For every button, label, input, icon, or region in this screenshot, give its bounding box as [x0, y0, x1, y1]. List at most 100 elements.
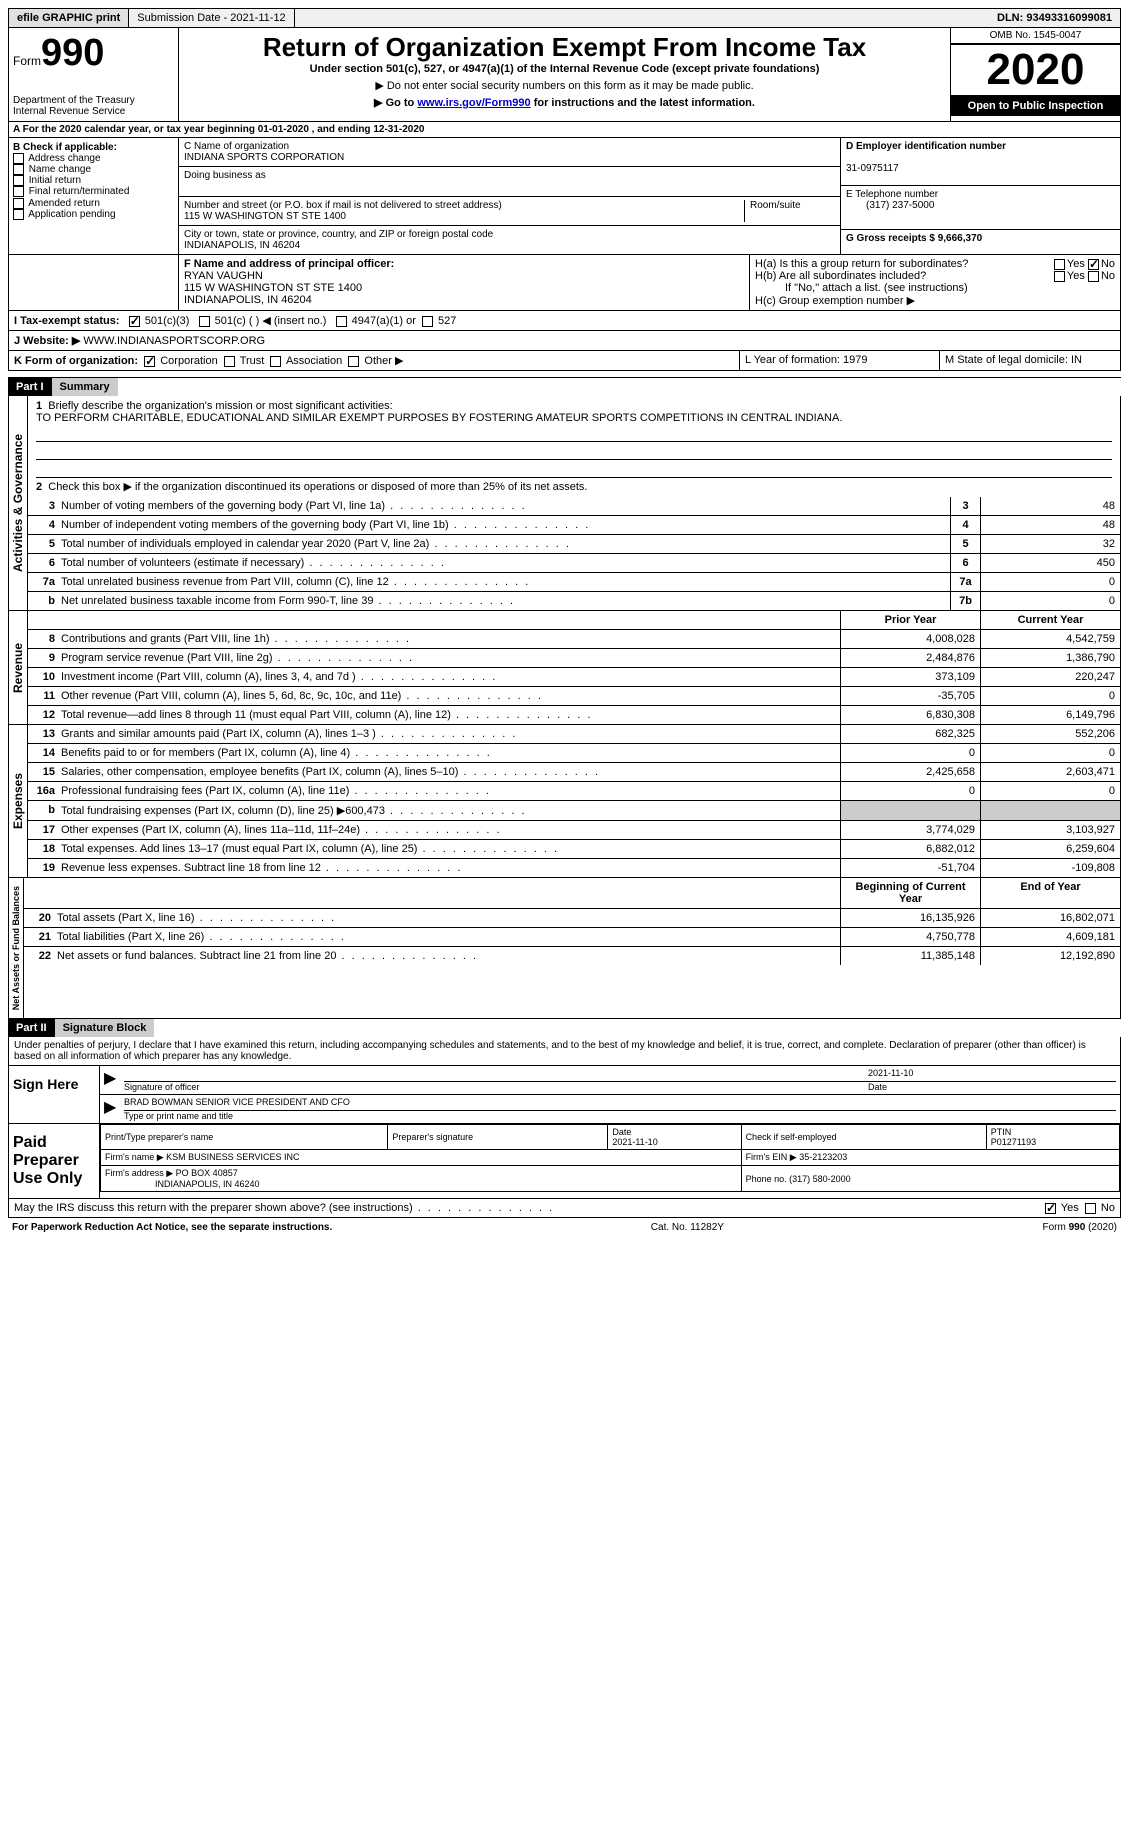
part1-header-row: Part ISummary [8, 378, 1121, 396]
dept-label: Department of the Treasury [13, 95, 174, 106]
tax-year: 2020 [951, 44, 1120, 96]
summary-line: 21 Total liabilities (Part X, line 26) 4… [24, 928, 1120, 947]
form-header: Form990 Department of the Treasury Inter… [8, 28, 1121, 122]
summary-line: 16a Professional fundraising fees (Part … [28, 782, 1120, 801]
org-form-row: K Form of organization: Corporation Trus… [8, 351, 1121, 371]
rev-vert-label: Revenue [9, 611, 28, 724]
summary-line: 11 Other revenue (Part VIII, column (A),… [28, 687, 1120, 706]
sign-here-label: Sign Here [9, 1066, 99, 1123]
gov-vert-label: Activities & Governance [9, 396, 28, 610]
phone-label: E Telephone number [846, 189, 938, 200]
part1-title: Summary [52, 378, 118, 396]
form-subtitle: Under section 501(c), 527, or 4947(a)(1)… [183, 63, 946, 75]
prior-year-header: Prior Year [840, 611, 980, 629]
ein-label: D Employer identification number [846, 141, 1006, 152]
mission-text: TO PERFORM CHARITABLE, EDUCATIONAL AND S… [36, 412, 1112, 424]
hc-label: H(c) Group exemption number ▶ [755, 294, 1115, 307]
netassets-section: Net Assets or Fund Balances Beginning of… [8, 878, 1121, 1019]
page-footer: For Paperwork Reduction Act Notice, see … [8, 1218, 1121, 1237]
firm-addr2: INDIANAPOLIS, IN 46240 [155, 1179, 260, 1189]
summary-line: 7a Total unrelated business revenue from… [28, 573, 1120, 592]
city-state-zip: INDIANAPOLIS, IN 46204 [184, 240, 300, 251]
officer-addr2: INDIANAPOLIS, IN 46204 [184, 294, 312, 306]
website-row: J Website: ▶ WWW.INDIANASPORTSCORP.ORG [8, 331, 1121, 351]
summary-line: b Net unrelated business taxable income … [28, 592, 1120, 610]
sig-date-value: 2021-11-10 [868, 1068, 1116, 1082]
addr-label: Number and street (or P.O. box if mail i… [184, 200, 502, 211]
summary-line: 13 Grants and similar amounts paid (Part… [28, 725, 1120, 744]
period-line: A For the 2020 calendar year, or tax yea… [8, 122, 1121, 138]
org-name-label: C Name of organization [184, 141, 289, 152]
summary-line: 18 Total expenses. Add lines 13–17 (must… [28, 840, 1120, 859]
efile-print-button[interactable]: efile GRAPHIC print [9, 9, 129, 27]
firm-ein: 35-2123203 [799, 1152, 847, 1162]
box-i-label: I Tax-exempt status: [14, 315, 120, 327]
dln-label: DLN: 93493316099081 [989, 9, 1120, 27]
sig-date-label: Date [868, 1082, 887, 1092]
firm-addr1: PO BOX 40857 [176, 1168, 238, 1178]
form-title: Return of Organization Exempt From Incom… [183, 32, 946, 63]
part2-header-row: Part IISignature Block [8, 1019, 1121, 1037]
irs-link[interactable]: www.irs.gov/Form990 [417, 97, 530, 109]
summary-line: 9 Program service revenue (Part VIII, li… [28, 649, 1120, 668]
prep-name-label: Print/Type preparer's name [101, 1125, 388, 1150]
summary-line: 17 Other expenses (Part IX, column (A), … [28, 821, 1120, 840]
q1-label: Briefly describe the organization's miss… [48, 400, 392, 412]
state-domicile: M State of legal domicile: IN [940, 351, 1120, 370]
net-vert-label: Net Assets or Fund Balances [9, 878, 24, 1018]
revenue-section: Revenue Prior Year Current Year 8 Contri… [8, 611, 1121, 725]
type-name-label: Type or print name and title [124, 1111, 233, 1121]
org-name: INDIANA SPORTS CORPORATION [184, 152, 344, 163]
tax-exempt-row: I Tax-exempt status: 501(c)(3) 501(c) ( … [8, 311, 1121, 331]
paid-preparer-section: Paid Preparer Use Only Print/Type prepar… [8, 1124, 1121, 1199]
summary-line: 5 Total number of individuals employed i… [28, 535, 1120, 554]
summary-line: 19 Revenue less expenses. Subtract line … [28, 859, 1120, 877]
q2-label: Check this box ▶ if the organization dis… [48, 481, 587, 493]
discuss-row: May the IRS discuss this return with the… [8, 1199, 1121, 1218]
summary-line: 10 Investment income (Part VIII, column … [28, 668, 1120, 687]
governance-section: Activities & Governance 1 Briefly descri… [8, 396, 1121, 611]
ein-value: 31-0975117 [846, 163, 899, 174]
firm-name: KSM BUSINESS SERVICES INC [166, 1152, 299, 1162]
begin-year-header: Beginning of Current Year [840, 878, 980, 908]
part2-badge: Part II [8, 1019, 55, 1037]
summary-line: 8 Contributions and grants (Part VIII, l… [28, 630, 1120, 649]
exp-vert-label: Expenses [9, 725, 28, 877]
summary-line: 15 Salaries, other compensation, employe… [28, 763, 1120, 782]
summary-line: 6 Total number of volunteers (estimate i… [28, 554, 1120, 573]
officer-printed-name: BRAD BOWMAN SENIOR VICE PRESIDENT AND CF… [124, 1097, 1116, 1111]
ha-label: H(a) Is this a group return for subordin… [755, 258, 968, 270]
summary-line: 12 Total revenue—add lines 8 through 11 … [28, 706, 1120, 724]
declaration-text: Under penalties of perjury, I declare th… [8, 1037, 1121, 1066]
box-j-label: J Website: ▶ [14, 335, 80, 347]
pra-notice: For Paperwork Reduction Act Notice, see … [12, 1222, 332, 1233]
part2-title: Signature Block [55, 1019, 155, 1037]
entity-block: B Check if applicable: Address change Na… [8, 138, 1121, 255]
firm-phone: (317) 580-2000 [789, 1174, 851, 1184]
website-value: WWW.INDIANASPORTSCORP.ORG [83, 335, 265, 347]
cat-no: Cat. No. 11282Y [651, 1222, 724, 1233]
box-k-label: K Form of organization: [14, 355, 138, 367]
note-ssn: ▶ Do not enter social security numbers o… [183, 79, 946, 92]
phone-value: (317) 237-5000 [846, 200, 934, 211]
summary-line: 4 Number of independent voting members o… [28, 516, 1120, 535]
hb-label: H(b) Are all subordinates included? [755, 270, 926, 282]
current-year-header: Current Year [980, 611, 1120, 629]
gross-receipts: G Gross receipts $ 9,666,370 [846, 233, 982, 244]
room-suite-label: Room/suite [745, 200, 835, 222]
city-label: City or town, state or province, country… [184, 229, 493, 240]
year-formation: L Year of formation: 1979 [740, 351, 940, 370]
sign-here-section: Sign Here ▶ Signature of officer 2021-11… [8, 1066, 1121, 1124]
officer-row: F Name and address of principal officer:… [8, 255, 1121, 311]
end-year-header: End of Year [980, 878, 1120, 908]
open-public: Open to Public Inspection [951, 96, 1120, 116]
summary-line: b Total fundraising expenses (Part IX, c… [28, 801, 1120, 821]
prep-date: 2021-11-10 [612, 1137, 657, 1147]
omb-number: OMB No. 1545-0047 [951, 28, 1120, 44]
submission-date: Submission Date - 2021-11-12 [129, 9, 294, 27]
officer-label: F Name and address of principal officer: [184, 258, 394, 270]
box-b-label: B Check if applicable: [13, 142, 117, 153]
paid-prep-label: Paid Preparer Use Only [9, 1124, 99, 1198]
officer-name: RYAN VAUGHN [184, 270, 263, 282]
part1-badge: Part I [8, 378, 52, 396]
